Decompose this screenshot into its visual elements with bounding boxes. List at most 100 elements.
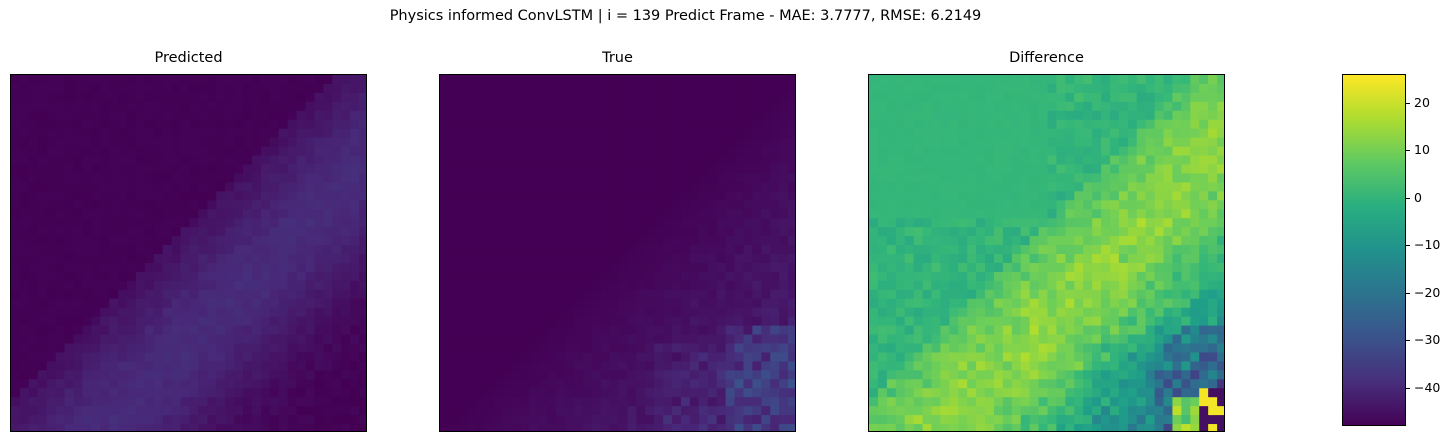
true-cell <box>734 298 745 309</box>
difference-cell <box>967 182 977 192</box>
predicted-cell <box>55 424 66 431</box>
true-cell <box>770 200 780 210</box>
true-cell <box>698 415 709 425</box>
predicted-cell <box>171 182 182 192</box>
true-cell <box>672 200 682 210</box>
true-cell <box>627 83 637 94</box>
difference-cell <box>1199 361 1209 371</box>
predicted-cell <box>314 334 324 345</box>
true-cell <box>698 119 709 130</box>
difference-cell <box>1020 119 1031 130</box>
true-cell <box>788 307 795 318</box>
predicted-cell <box>278 307 289 318</box>
predicted-cell <box>64 218 75 228</box>
difference-cell <box>895 289 906 300</box>
true-cell <box>448 388 459 398</box>
predicted-cell <box>287 137 298 148</box>
true-cell <box>457 164 468 175</box>
predicted-cell <box>19 155 30 166</box>
predicted-cell <box>46 164 57 175</box>
difference-cell <box>1181 173 1191 183</box>
difference-cell <box>904 128 915 139</box>
predicted-cell <box>243 200 253 210</box>
difference-cell <box>949 83 959 94</box>
difference-cell <box>1011 101 1022 112</box>
difference-cell <box>1083 173 1093 183</box>
difference-cell <box>1181 182 1191 192</box>
true-cell <box>493 307 504 318</box>
predicted-cell <box>153 75 164 85</box>
predicted-cell <box>82 262 92 273</box>
difference-cell <box>1065 397 1075 407</box>
difference-cell <box>913 424 924 431</box>
difference-cell <box>1217 325 1224 336</box>
difference-cell <box>1154 209 1165 219</box>
predicted-cell <box>269 110 280 121</box>
predicted-cell <box>296 101 307 112</box>
difference-cell <box>1181 191 1191 201</box>
difference-cell <box>1154 343 1165 354</box>
predicted-cell <box>82 361 92 371</box>
predicted-cell <box>243 307 253 318</box>
difference-cell <box>949 388 959 398</box>
predicted-cell <box>135 218 146 228</box>
true-cell <box>448 209 459 219</box>
difference-cell <box>1029 218 1040 228</box>
true-cell <box>680 101 691 112</box>
predicted-cell <box>19 182 30 192</box>
difference-cell <box>958 200 968 210</box>
true-cell <box>672 182 682 192</box>
true-cell <box>761 146 771 157</box>
difference-cell <box>1136 334 1147 345</box>
true-cell <box>627 236 637 246</box>
difference-cell <box>1020 92 1031 103</box>
true-cell <box>582 164 593 175</box>
difference-cell <box>958 280 968 291</box>
true-cell <box>734 83 745 94</box>
true-cell <box>493 352 504 362</box>
true-cell <box>654 218 664 228</box>
difference-cell <box>1092 361 1102 371</box>
predicted-cell <box>144 424 155 431</box>
difference-cell <box>1217 262 1224 273</box>
predicted-cell <box>243 325 253 336</box>
predicted-cell <box>314 146 324 157</box>
true-cell <box>448 334 459 345</box>
true-cell <box>520 361 530 371</box>
difference-cell <box>922 191 933 201</box>
difference-cell <box>1190 254 1200 264</box>
predicted-cell <box>198 262 208 273</box>
predicted-cell <box>109 298 119 309</box>
true-cell <box>457 415 468 425</box>
predicted-cell <box>28 137 39 148</box>
difference-cell <box>1208 271 1218 282</box>
true-cell <box>582 388 593 398</box>
difference-cell <box>993 137 1004 148</box>
difference-cell <box>1109 254 1120 264</box>
difference-cell <box>1136 236 1147 246</box>
predicted-cell <box>73 388 84 398</box>
predicted-cell <box>225 307 235 318</box>
true-cell <box>680 164 691 175</box>
true-cell <box>484 164 495 175</box>
true-cell <box>672 325 682 336</box>
difference-cell <box>1065 227 1075 237</box>
predicted-cell <box>332 289 342 300</box>
predicted-cell <box>332 75 342 85</box>
true-cell <box>770 271 780 282</box>
predicted-cell <box>162 236 173 246</box>
true-cell <box>556 200 566 210</box>
difference-cell <box>985 209 995 219</box>
predicted-cell <box>46 155 57 166</box>
true-cell <box>734 209 745 219</box>
true-cell <box>556 397 566 407</box>
true-cell <box>716 271 727 282</box>
predicted-cell <box>260 271 271 282</box>
predicted-cell <box>225 361 235 371</box>
true-cell <box>734 289 745 300</box>
difference-cell <box>1181 406 1191 416</box>
predicted-cell <box>91 343 101 354</box>
difference-cell <box>993 83 1004 94</box>
predicted-cell <box>11 379 21 389</box>
true-cell <box>645 370 655 380</box>
